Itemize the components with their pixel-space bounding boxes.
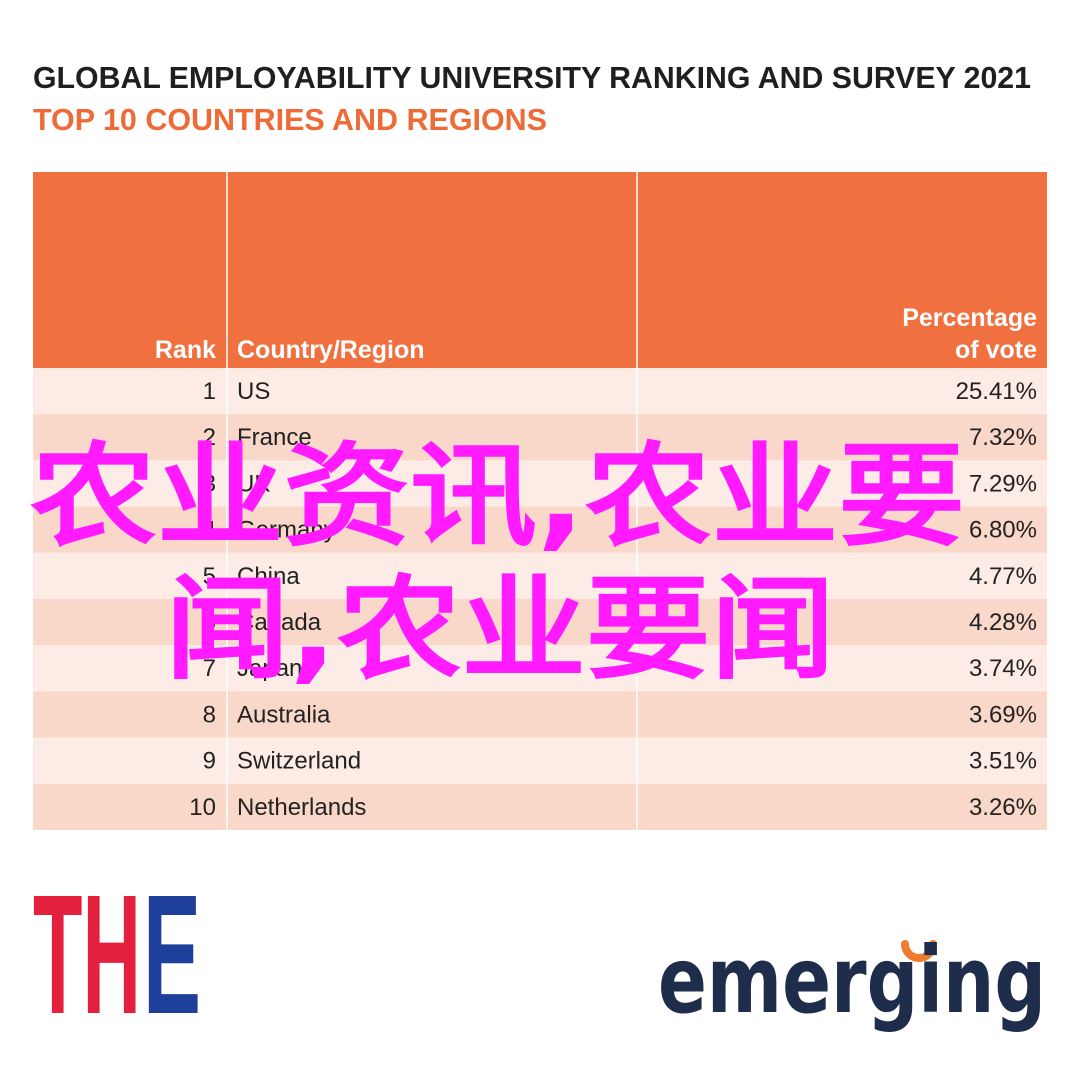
table-row [33,460,1047,507]
table-row [33,783,1047,830]
logo-the-blue: E [143,860,201,1050]
rank-cell: 4 [203,517,216,544]
percentage-cell: 3.26% [969,794,1037,821]
rank-cell: 9 [203,748,216,775]
table-row [33,691,1047,738]
table-row [33,506,1047,553]
country-cell: Canada [237,609,322,636]
rank-cell: 5 [203,563,216,590]
emerging-logo: emerging [658,927,1046,1034]
percentage-header: of vote [955,336,1037,364]
title: GLOBAL EMPLOYABILITY UNIVERSITY RANKING … [33,60,1031,95]
percentage-cell: 6.80% [969,517,1037,544]
country-cell: UK [237,470,270,497]
country-cell: Japan [237,655,302,682]
percentage-cell: 4.28% [969,609,1037,636]
percentage-cell: 3.74% [969,655,1037,682]
country-cell: China [237,563,300,590]
watermark-line: 闻,农业要闻 [165,565,835,695]
percentage-cell: 3.51% [969,748,1037,775]
logo-the-red: TH [33,860,141,1050]
table-row [33,645,1047,692]
table-header [33,172,1047,368]
country-cell: Switzerland [237,748,361,775]
country-cell: Netherlands [237,794,366,821]
percentage-header: Percentage [902,304,1037,332]
country-cell: US [237,378,270,405]
percentage-cell: 4.77% [969,563,1037,590]
rank-cell: 3 [203,470,216,497]
country-cell: Australia [237,701,331,728]
rank-cell: 6 [203,609,216,636]
table-row [33,414,1047,461]
country-cell: Germany [237,517,336,544]
country-cell: France [237,424,312,451]
rank-cell: 8 [203,701,216,728]
subtitle: TOP 10 COUNTRIES AND REGIONS [33,102,547,137]
table-row [33,552,1047,599]
table-row [33,737,1047,784]
percentage-cell: 7.32% [969,424,1037,451]
watermark-line: 农业资讯,农业要 [30,432,965,562]
rank-header: Rank [155,336,216,364]
rank-cell: 10 [189,794,216,821]
rank-cell: 2 [203,424,216,451]
table-row [33,599,1047,646]
percentage-cell: 25.41% [956,378,1037,405]
rank-cell: 7 [203,655,216,682]
country-header: Country/Region [237,336,425,364]
the-logo: TH E [33,860,201,1050]
rank-cell: 1 [203,378,216,405]
table-body: 1 US 25.41% 2 France 7.32% 3 UK 7.29% 4 Germany 6.8… [33,368,1047,830]
percentage-cell: 7.29% [969,470,1037,497]
emerging-arc [901,940,937,962]
table-row [33,368,1047,415]
percentage-cell: 3.69% [969,701,1037,728]
